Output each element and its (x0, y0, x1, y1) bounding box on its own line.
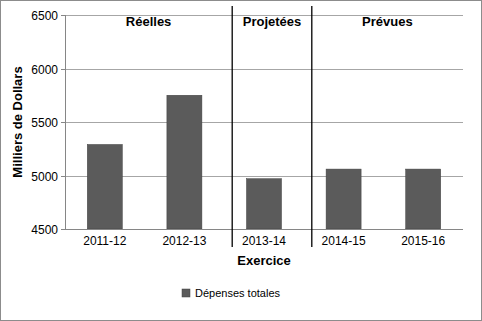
grid-line (65, 229, 463, 230)
x-tick-label: 2011-12 (83, 234, 126, 248)
bars (87, 95, 440, 229)
bar (87, 144, 122, 229)
bar (326, 169, 361, 229)
chart-svg: 4500 5000 5500 6000 6500 2011-12 2012-13 2013-1… (0, 0, 482, 321)
y-axis (65, 15, 66, 229)
section-label: Réelles (126, 14, 172, 29)
section-label: Prévues (362, 14, 413, 29)
bar (167, 95, 202, 229)
grid-line (65, 69, 463, 70)
chart-frame (1, 1, 482, 321)
grid (61, 16, 463, 230)
x-axis (65, 229, 463, 230)
bar (247, 179, 282, 229)
legend-label: Dépenses totales (195, 287, 280, 299)
x-tick-label: 2014-15 (322, 234, 366, 248)
y-axis-label: Milliers de Dollars (10, 66, 25, 177)
y-tick (61, 229, 65, 230)
section-label: Projetées (243, 14, 302, 29)
x-tick-label: 2013-14 (242, 234, 286, 248)
grid-line (65, 122, 463, 123)
y-tick (61, 122, 65, 123)
bar (406, 169, 441, 229)
y-tick (61, 15, 65, 16)
legend: Dépenses totales (182, 287, 280, 299)
x-tick-label: 2015-16 (401, 234, 445, 248)
y-tick-label: 6000 (31, 63, 58, 77)
y-tick-label: 4500 (31, 223, 58, 237)
grid-line (65, 176, 463, 177)
legend-swatch (182, 289, 190, 297)
y-tick-label: 5500 (31, 116, 58, 130)
chart-container: 4500 5000 5500 6000 6500 2011-12 2012-13 2013-1… (0, 0, 482, 321)
x-axis-label: Exercice (237, 253, 291, 268)
section-divider (232, 6, 233, 247)
y-tick (61, 69, 65, 70)
x-tick-label: 2012-13 (162, 234, 206, 248)
section-divider (311, 6, 312, 247)
y-tick-label: 5000 (31, 170, 58, 184)
y-tick (61, 176, 65, 177)
y-tick-label: 6500 (31, 9, 58, 23)
